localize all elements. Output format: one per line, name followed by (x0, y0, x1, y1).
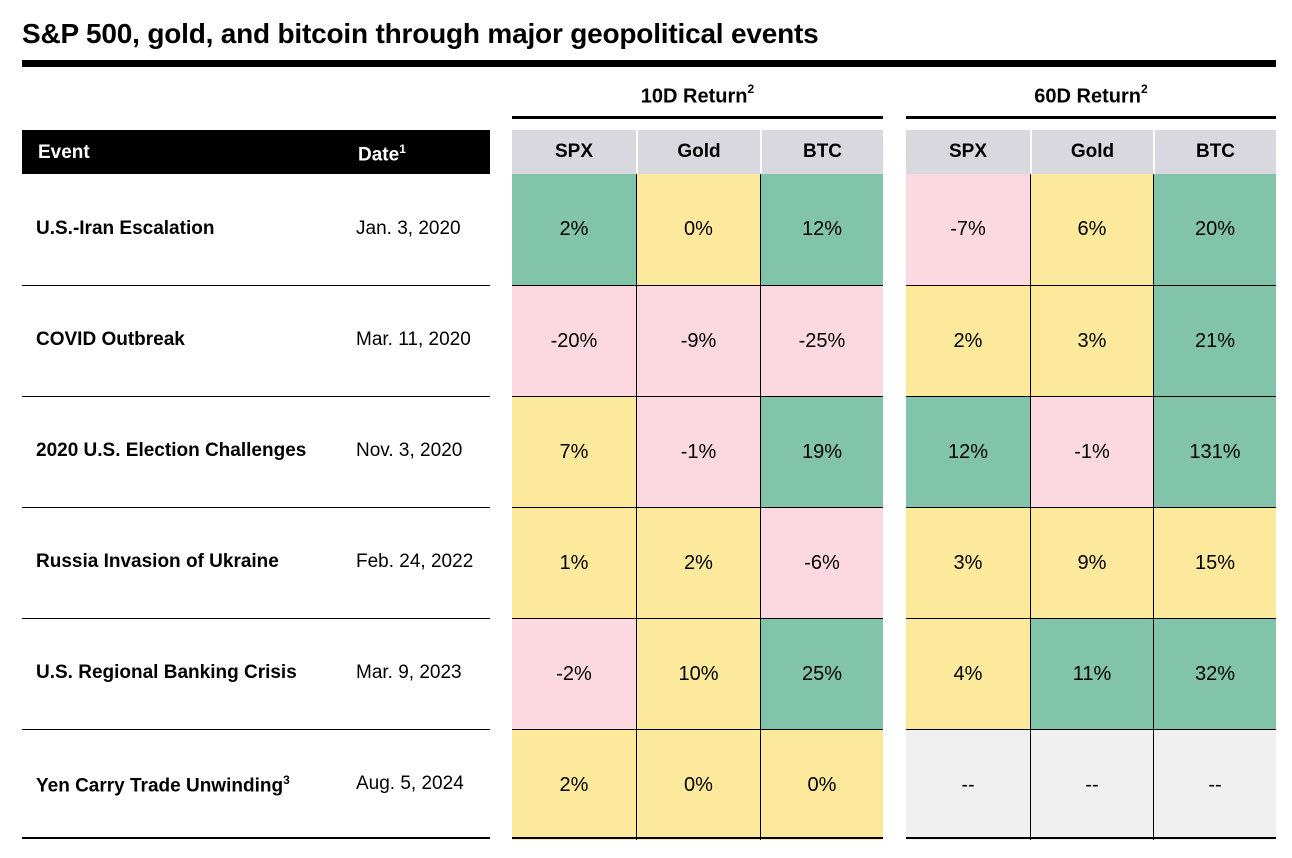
return-cell-10d-btc: 0% (760, 729, 883, 840)
return-cell-60d-gold: -1% (1030, 396, 1153, 507)
col-10d-btc: BTC (760, 130, 883, 174)
event-footnote: 3 (283, 772, 290, 787)
return-cell-60d-gold: 3% (1030, 285, 1153, 396)
return-cell-10d-spx: -20% (512, 285, 636, 396)
event-name: U.S. Regional Banking Crisis (36, 662, 297, 684)
return-cell-60d-spx: -- (906, 729, 1030, 840)
date-header-footnote: 1 (399, 142, 406, 156)
table-bottom-rule-10d (512, 837, 883, 839)
return-cell-60d-btc: 21% (1153, 285, 1276, 396)
event-name: Yen Carry Trade Unwinding3 (36, 773, 290, 797)
return-cell-10d-spx: 2% (512, 729, 636, 840)
event-name: Russia Invasion of Ukraine (36, 551, 279, 573)
return-cell-60d-gold: 11% (1030, 618, 1153, 729)
event-date: Mar. 9, 2023 (356, 661, 462, 683)
group-10d-footnote: 2 (747, 82, 755, 96)
date-header-label: Date (358, 144, 400, 166)
return-cell-10d-gold: -9% (636, 285, 760, 396)
return-cell-60d-spx: 3% (906, 507, 1030, 618)
return-cell-10d-btc: 12% (760, 174, 883, 285)
return-cell-10d-btc: -25% (760, 285, 883, 396)
return-cell-60d-gold: 9% (1030, 507, 1153, 618)
group-60d-label: 60D Return (1034, 85, 1141, 108)
row-divider (22, 285, 490, 286)
return-cell-60d-btc: 15% (1153, 507, 1276, 618)
group-10d-header: 10D Return2 (512, 82, 883, 110)
return-cell-10d-spx: 1% (512, 507, 636, 618)
event-name: COVID Outbreak (36, 329, 185, 351)
col-60d-gold: Gold (1030, 130, 1153, 174)
event-name-text: U.S. Regional Banking Crisis (36, 661, 297, 683)
event-date: Aug. 5, 2024 (356, 772, 464, 794)
table-bottom-rule-60d (906, 837, 1276, 839)
return-cell-10d-spx: 2% (512, 174, 636, 285)
group-60d-rule (906, 116, 1276, 119)
row-divider (22, 618, 490, 619)
row-divider (22, 729, 490, 730)
return-cell-10d-gold: 10% (636, 618, 760, 729)
return-cell-10d-btc: 19% (760, 396, 883, 507)
table-bottom-rule-left (22, 837, 490, 839)
return-cell-60d-gold: -- (1030, 729, 1153, 840)
return-cell-60d-spx: -7% (906, 174, 1030, 285)
col-10d-gold: Gold (636, 130, 760, 174)
group-60d-footnote: 2 (1141, 82, 1148, 96)
event-date: Nov. 3, 2020 (356, 439, 463, 461)
return-cell-10d-gold: 0% (636, 174, 760, 285)
chart-title: S&P 500, gold, and bitcoin through major… (22, 18, 819, 49)
return-cell-60d-btc: 20% (1153, 174, 1276, 285)
return-cell-10d-spx: 7% (512, 396, 636, 507)
title-rule (22, 60, 1276, 67)
return-cell-60d-btc: 131% (1153, 396, 1276, 507)
event-name-text: 2020 U.S. Election Challenges (36, 439, 307, 461)
event-name: U.S.-Iran Escalation (36, 218, 214, 240)
event-date: Feb. 24, 2022 (356, 550, 474, 572)
col-60d-btc: BTC (1153, 130, 1276, 174)
group-10d-rule (512, 116, 883, 119)
row-divider (22, 507, 490, 508)
return-cell-10d-btc: -6% (760, 507, 883, 618)
event-column-header: Event (38, 142, 90, 163)
return-cell-10d-btc: 25% (760, 618, 883, 729)
group-60d-header: 60D Return2 (906, 82, 1276, 110)
return-cell-60d-spx: 2% (906, 285, 1030, 396)
group-10d-label: 10D Return (640, 85, 748, 108)
col-60d-spx: SPX (906, 130, 1030, 174)
row-divider (22, 396, 490, 397)
col-10d-spx: SPX (512, 130, 636, 174)
return-cell-60d-gold: 6% (1030, 174, 1153, 285)
return-cell-60d-btc: -- (1153, 729, 1276, 840)
return-cell-60d-spx: 4% (906, 618, 1030, 729)
return-cell-10d-gold: 2% (636, 507, 760, 618)
event-date: Jan. 3, 2020 (356, 217, 461, 239)
date-column-header: Date1 (358, 142, 406, 166)
return-cell-10d-spx: -2% (512, 618, 636, 729)
event-date-header: Event Date1 (22, 130, 490, 174)
return-cell-60d-btc: 32% (1153, 618, 1276, 729)
event-name-text: Russia Invasion of Ukraine (36, 550, 279, 572)
return-cell-60d-spx: 12% (906, 396, 1030, 507)
event-name: 2020 U.S. Election Challenges (36, 440, 306, 462)
event-name-text: U.S.-Iran Escalation (36, 217, 215, 239)
return-cell-10d-gold: 0% (636, 729, 760, 840)
return-cell-10d-gold: -1% (636, 396, 760, 507)
event-date: Mar. 11, 2020 (356, 328, 471, 350)
event-name-text: COVID Outbreak (36, 328, 185, 350)
event-name-text: Yen Carry Trade Unwinding (36, 774, 284, 796)
